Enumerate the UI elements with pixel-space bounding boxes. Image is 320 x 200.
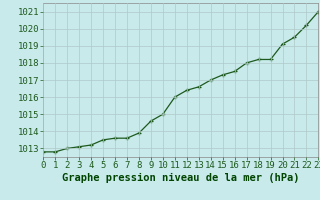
X-axis label: Graphe pression niveau de la mer (hPa): Graphe pression niveau de la mer (hPa) (62, 173, 300, 183)
